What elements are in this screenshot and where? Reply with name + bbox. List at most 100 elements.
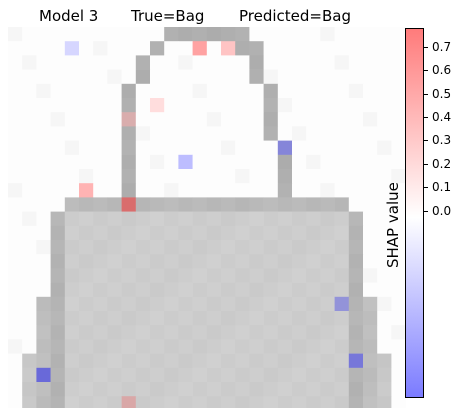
heatmap-cell [22, 339, 37, 354]
heatmap-cell [348, 367, 364, 383]
heatmap-cell [363, 55, 378, 70]
heatmap-cell [249, 83, 264, 99]
heatmap-cell [235, 169, 250, 184]
colorbar-tick-label: 0.7 [432, 39, 452, 54]
heatmap-cell [206, 98, 222, 113]
heatmap-cell [221, 169, 236, 184]
heatmap-cell [377, 112, 392, 127]
heatmap-cell [221, 55, 236, 70]
heatmap-cell [221, 140, 236, 156]
heatmap-cell [107, 382, 122, 397]
heatmap-cell [348, 126, 364, 141]
heatmap-cell [391, 225, 406, 241]
heatmap-cell [164, 197, 179, 212]
heatmap-cell [8, 268, 23, 283]
heatmap-cell [320, 183, 335, 198]
heatmap-cell [277, 396, 293, 408]
heatmap-cell [221, 325, 236, 340]
heatmap-cell [206, 382, 222, 397]
heatmap-cell [334, 282, 350, 298]
heatmap-cell [93, 55, 108, 70]
heatmap-cell [135, 83, 151, 99]
heatmap-cell [249, 339, 264, 354]
heatmap-cell [64, 367, 80, 383]
heatmap-cell [221, 396, 236, 408]
heatmap-cell [249, 296, 264, 312]
heatmap-cell [164, 282, 179, 298]
heatmap-cell [93, 112, 108, 127]
heatmap-cell [36, 112, 51, 127]
heatmap-cell [334, 254, 350, 269]
heatmap-cell [8, 126, 23, 141]
heatmap-cell [192, 83, 208, 99]
heatmap-cell [206, 140, 222, 156]
heatmap-cell [79, 396, 94, 408]
heatmap-cell [221, 126, 236, 141]
heatmap-cell [320, 27, 335, 42]
heatmap-cell [36, 154, 51, 170]
heatmap-cell [363, 367, 378, 383]
heatmap-cell [93, 41, 108, 56]
heatmap-cell [320, 268, 335, 283]
heatmap-cell [235, 83, 250, 99]
heatmap-cell [93, 83, 108, 99]
heatmap-cell [178, 268, 193, 283]
heatmap-cell [292, 55, 307, 70]
heatmap-cell [121, 55, 137, 70]
heatmap-cell [121, 183, 137, 198]
heatmap-cell [8, 282, 23, 298]
colorbar-tick-label: 0.3 [432, 133, 452, 148]
heatmap-cell [334, 169, 350, 184]
heatmap-cell [192, 325, 208, 340]
heatmap-cell [50, 353, 66, 369]
heatmap-cell [306, 169, 321, 184]
heatmap-cell [192, 367, 208, 383]
heatmap-cell [377, 197, 392, 212]
heatmap-cell [79, 325, 94, 340]
heatmap-cell [192, 396, 208, 408]
heatmap-cell [79, 69, 94, 85]
heatmap-cell [277, 353, 293, 369]
heatmap-cell [377, 169, 392, 184]
heatmap-cell [377, 396, 392, 408]
heatmap-cell [206, 183, 222, 198]
heatmap-cell [64, 382, 80, 397]
heatmap-cell [107, 98, 122, 113]
heatmap-cell [277, 254, 293, 269]
heatmap-cell [192, 353, 208, 369]
heatmap-cell [306, 353, 321, 369]
heatmap-cell [391, 367, 406, 383]
heatmap-cell [79, 268, 94, 283]
heatmap-cell [150, 339, 165, 354]
colorbar-tick [424, 210, 428, 212]
colorbar-tick-label: 0.1 [432, 180, 452, 195]
heatmap-cell [320, 254, 335, 269]
heatmap-cell [50, 325, 66, 340]
heatmap-cell [235, 154, 250, 170]
heatmap-cell [164, 296, 179, 312]
heatmap-cell [235, 240, 250, 255]
heatmap-cell [263, 126, 279, 141]
heatmap-cell [107, 311, 122, 326]
heatmap-cell [320, 382, 335, 397]
colorbar-tick [424, 163, 428, 165]
heatmap-cell [64, 225, 80, 241]
heatmap-cell [377, 41, 392, 56]
heatmap-cell [8, 154, 23, 170]
heatmap-cell [79, 154, 94, 170]
heatmap-cell [164, 268, 179, 283]
heatmap-cell [320, 211, 335, 227]
heatmap-cell [135, 268, 151, 283]
heatmap-cell [377, 183, 392, 198]
heatmap-cell [121, 353, 137, 369]
heatmap-cell [363, 382, 378, 397]
colorbar-tick [424, 140, 428, 142]
heatmap-cell [206, 169, 222, 184]
heatmap-cell [36, 126, 51, 141]
heatmap-cell [164, 183, 179, 198]
heatmap-cell [121, 367, 137, 383]
heatmap-cell [135, 225, 151, 241]
heatmap-cell [306, 325, 321, 340]
heatmap-cell [8, 169, 23, 184]
heatmap-cell [79, 240, 94, 255]
